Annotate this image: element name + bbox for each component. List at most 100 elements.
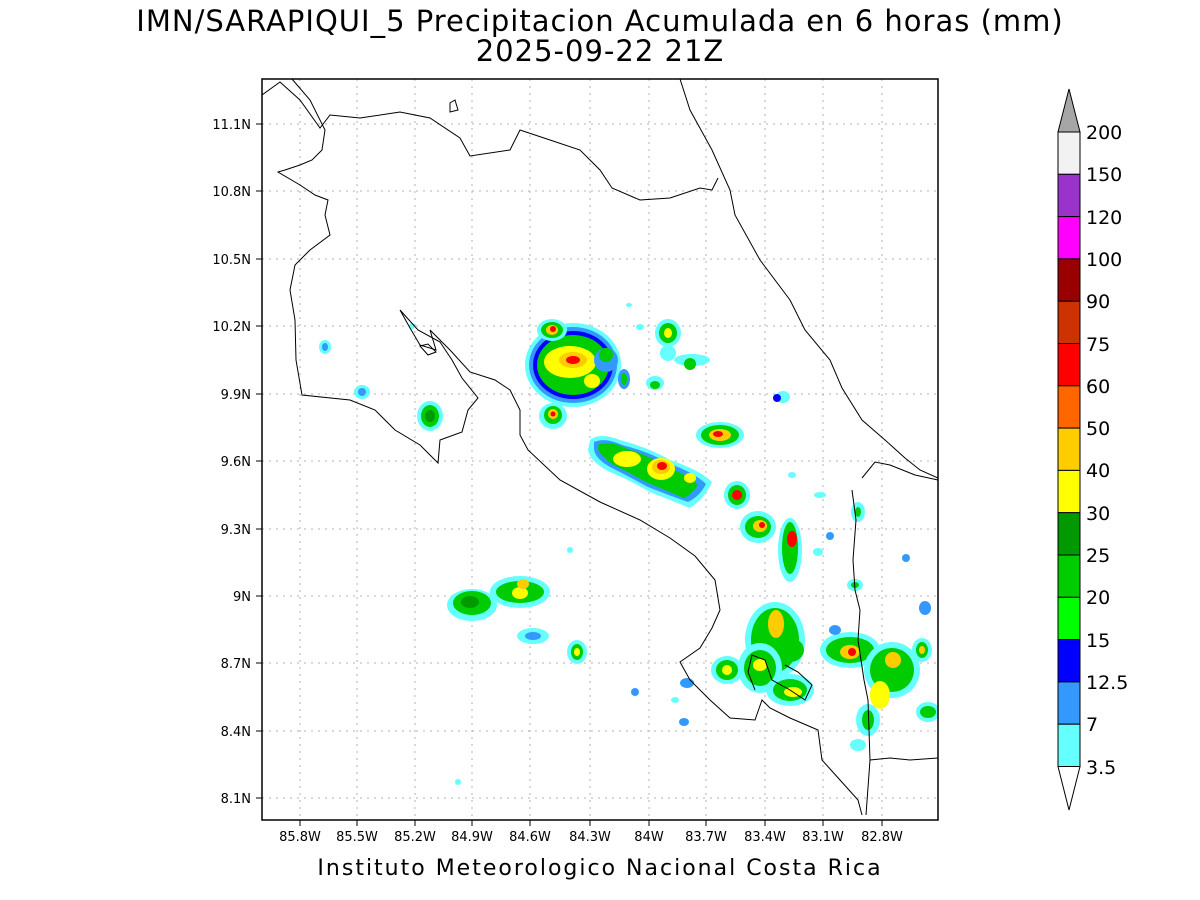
colorbar-label: 50 [1086,418,1110,440]
lat-tick-label: 11.1N [212,118,251,133]
colorbar-label: 100 [1086,249,1122,271]
map-datetime: 2025-09-22 21Z [475,34,725,68]
rain-cell-small [671,697,679,703]
lon-tick-label: 84.9W [451,830,493,845]
lon-tick-label: 82.8W [861,830,903,845]
precipitation-cells [319,303,938,785]
rain-cell-small [826,532,834,540]
lat-tick-label: 8.4N [221,725,251,740]
lat-tick-label: 9N [233,590,251,605]
rain-cell-far-southeast [820,502,938,751]
rain-cell-small [631,688,639,696]
colorbar-label: 25 [1086,545,1110,567]
rain-cell-84.4w-8.7n [567,640,587,664]
colorbar [1057,88,1081,811]
colorbar-label: 30 [1086,503,1110,525]
institution-credit: Instituto Meteorologico Nacional Costa R… [317,856,883,881]
lat-tick-label: 9.3N [221,523,251,538]
colorbar-band [1057,300,1081,345]
lat-tick-label: 10.8N [212,185,251,200]
colorbar-label: 60 [1086,376,1110,398]
colorbar-band [1057,258,1081,302]
colorbar-band [1057,216,1081,260]
colorbar-band [1057,173,1081,218]
colorbar-top-arrow [1057,88,1081,133]
lon-tick-label: 84.3W [569,830,611,845]
colorbar-band [1057,639,1081,683]
colorbar-label: 3.5 [1086,757,1116,779]
colorbar-label: 90 [1086,291,1110,313]
rain-cell-small [902,554,910,562]
lon-tick-label: 85.5W [336,830,378,845]
rain-cell-north-central [525,319,630,407]
rain-cell-83.9w-10.1n [646,319,710,390]
colorbar-band [1057,131,1081,175]
lat-tick-label: 9.9N [221,388,251,403]
island [449,99,459,113]
rain-cell-small [636,324,644,330]
colorbar-band [1057,385,1081,429]
colorbar-band [1057,681,1081,725]
rain-cell-small [567,547,573,553]
colorbar-bottom-arrow [1057,766,1081,811]
colorbar-band [1057,427,1081,471]
rain-cell-85.1w-9.8n [417,401,443,431]
lat-tick-label: 10.5N [212,253,251,268]
lon-tick-label: 85.8W [279,830,321,845]
lat-tick-label: 8.7N [221,657,251,672]
colorbar-label: 200 [1086,122,1122,144]
pacific-coast-north [276,79,863,816]
coastlines-and-borders [262,79,938,816]
lon-tick-label: 84W [634,830,664,845]
rain-cell-small [813,548,823,556]
rain-cell-83.7w-9.7n [696,422,744,448]
panama-border [851,489,871,816]
rain-cell-small [680,678,694,688]
colorbar-band [1057,596,1081,641]
lon-tick-label: 83.1W [802,830,844,845]
lake [419,343,437,356]
osa-coast [747,654,813,701]
rain-cell-small [455,779,461,785]
caribbean-coast [679,79,938,479]
axis-ticks [256,123,883,826]
colorbar-band [1057,554,1081,598]
rain-cell-small [788,472,796,478]
lon-tick-label: 83.7W [685,830,727,845]
rain-cell-84.5w-9.8n [539,403,567,429]
rain-cell-small [814,492,826,498]
colorbar-label: 20 [1086,587,1110,609]
rain-cell-84.9w-8.9n [447,576,550,621]
colorbar-band [1057,723,1081,768]
nicaragua-border [262,81,719,201]
rain-cell-central-band [588,436,712,508]
colorbar-band [1057,343,1081,387]
colorbar-band [1057,469,1081,514]
colorbar-label: 150 [1086,164,1122,186]
map-frame [261,78,939,821]
lat-tick-label: 8.1N [221,792,251,807]
longitude-labels: 85.8W 85.5W 85.2W 84.9W 84.6W 84.3W 84W … [279,830,903,845]
panama-coast [861,461,938,481]
colorbar-label: 15 [1086,630,1110,652]
rain-cell-osa-peninsula [711,602,814,706]
colorbar-label: 40 [1086,460,1110,482]
lon-tick-label: 85.2W [394,830,436,845]
map-title: IMN/SARAPIQUI_5 Precipitacion Acumulada … [136,4,1064,38]
rain-cell-southeast-chain [724,391,802,582]
colorbar-label: 12.5 [1086,672,1128,694]
colorbar-label: 7 [1086,714,1098,736]
lat-tick-label: 10.2N [212,320,251,335]
colorbar-labels: 200 150 120 100 90 75 60 50 40 30 25 20 … [1086,122,1128,779]
lon-tick-label: 84.6W [509,830,551,845]
latitude-labels: 11.1N 10.8N 10.5N 10.2N 9.9N 9.6N 9.3N 9… [212,118,251,807]
rain-cell-small [626,303,632,307]
colorbar-band [1057,512,1081,556]
colorbar-label: 75 [1086,334,1110,356]
colorbar-label: 120 [1086,207,1122,229]
lat-tick-label: 9.6N [221,455,251,470]
panama-pacific [869,757,938,761]
lon-tick-label: 83.4W [744,830,786,845]
rain-cell-small [679,718,689,726]
